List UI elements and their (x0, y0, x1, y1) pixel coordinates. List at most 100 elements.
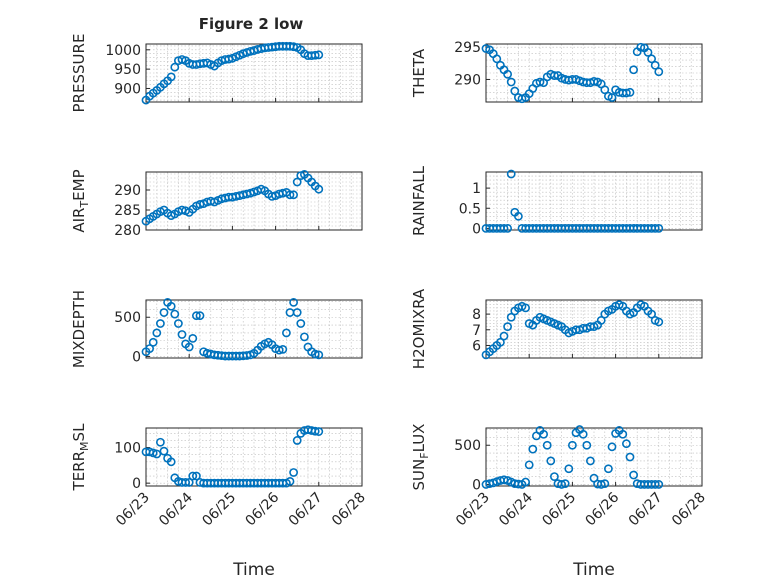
x-tick-label: 06/28 (329, 490, 369, 530)
y-tick-label: 6 (472, 338, 481, 354)
y-tick-label: 950 (114, 62, 141, 78)
data-point (604, 464, 613, 474)
data-point (145, 344, 154, 353)
x-tick-label: 06/23 (453, 490, 493, 530)
x-axis-label: Time (572, 560, 615, 580)
data-point (510, 86, 520, 96)
data-point (647, 309, 656, 319)
data-point (281, 328, 291, 338)
data-point (506, 312, 516, 322)
x-tick-label: 06/23 (113, 490, 153, 530)
data-point (184, 478, 194, 487)
y-tick-label: 7 (472, 323, 481, 339)
x-tick-label: 06/27 (286, 490, 326, 530)
data-point (650, 223, 660, 233)
subplot-1: 900 950 1000 PRESSURE (70, 34, 363, 113)
data-series (141, 297, 324, 361)
data-point (528, 444, 538, 454)
data-point (539, 429, 548, 439)
axes-box (485, 43, 703, 103)
x-tick-label: 06/24 (496, 489, 536, 529)
data-point (292, 308, 302, 317)
data-series (481, 425, 664, 489)
data-point (521, 303, 530, 313)
data-point (314, 50, 324, 60)
subplot-4: 0 0.5 1 RAINFALL (410, 165, 703, 237)
data-point (289, 468, 298, 477)
y-axis-label: TERRMSL (70, 423, 91, 492)
y-tick-label: 0 (132, 476, 141, 492)
data-point (618, 429, 628, 439)
data-point (557, 480, 566, 489)
data-point (195, 311, 205, 321)
data-point (492, 54, 502, 64)
data-point (654, 67, 664, 77)
data-point (535, 77, 545, 87)
data-point (542, 440, 552, 450)
subplot-2: 290 295 THETA (410, 40, 703, 104)
data-point (188, 471, 198, 481)
data-point (292, 177, 302, 187)
x-tick-label: 06/27 (626, 490, 666, 530)
data-series (141, 425, 324, 488)
y-tick-label: 500 (114, 310, 141, 326)
data-point (521, 477, 530, 487)
axes-box (485, 299, 703, 359)
data-point (181, 478, 190, 487)
data-point (159, 446, 169, 456)
data-point (166, 457, 176, 467)
data-point (152, 328, 162, 338)
y-tick-label: 295 (454, 40, 481, 56)
x-tick-label: 06/28 (669, 490, 709, 530)
data-point (654, 480, 664, 489)
data-point (589, 76, 599, 86)
data-point (159, 308, 169, 317)
data-point (524, 460, 534, 470)
data-point (596, 480, 606, 489)
data-point (289, 297, 298, 307)
data-point (188, 334, 198, 343)
y-tick-label: 1 (472, 181, 481, 197)
data-point (600, 479, 610, 489)
data-series (141, 169, 324, 226)
y-tick-label: 0.5 (459, 201, 481, 217)
data-point (607, 93, 617, 102)
data-point (564, 464, 574, 474)
data-point (278, 344, 288, 354)
data-point (499, 331, 509, 341)
y-tick-label: 0 (132, 349, 141, 365)
subplot-3: 280 285 290 AIRTEMP (70, 169, 363, 239)
data-point (292, 436, 302, 445)
y-tick-label: 280 (114, 223, 141, 239)
data-point (643, 47, 653, 57)
data-point (596, 315, 606, 325)
data-point (582, 440, 592, 450)
y-axis-label: AIRTEMP (70, 169, 91, 232)
subplot-6: 678 H2OMIXRA (410, 288, 703, 369)
y-axis-label: PRESSURE (70, 34, 88, 113)
data-point (622, 88, 631, 98)
data-point (314, 184, 324, 194)
data-point (607, 442, 617, 452)
data-point (550, 472, 559, 481)
data-point (514, 211, 523, 221)
data-point (654, 223, 664, 233)
y-axis-label: MIXDEPTH (70, 290, 88, 368)
y-axis-label: SUNFLUX (410, 424, 431, 491)
data-point (314, 350, 324, 360)
subplot-5: 0 500 MIXDEPTH (70, 290, 363, 368)
data-point (586, 456, 595, 466)
data-point (546, 456, 556, 466)
data-point (166, 301, 176, 311)
data-point (550, 71, 559, 80)
data-point (625, 452, 635, 462)
y-tick-label: 500 (454, 438, 481, 454)
data-point (310, 50, 320, 60)
data-point (148, 337, 158, 347)
data-series (481, 169, 664, 233)
data-point (499, 223, 509, 233)
y-tick-label: 900 (114, 81, 141, 97)
data-point (310, 349, 320, 359)
data-point (299, 332, 309, 342)
